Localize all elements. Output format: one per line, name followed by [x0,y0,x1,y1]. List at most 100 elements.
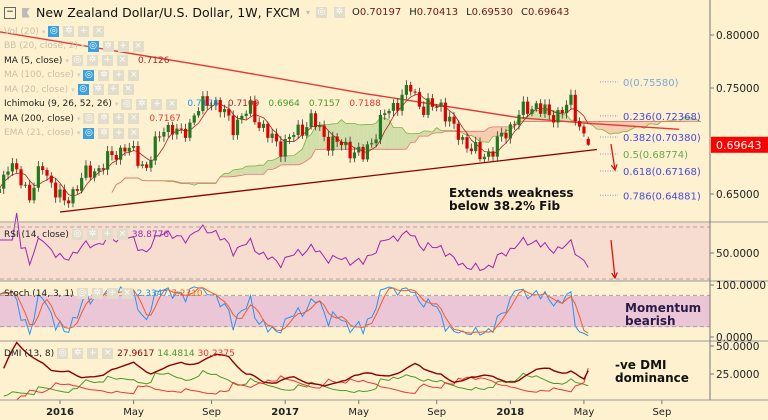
eye-icon[interactable]: ◎ [76,288,88,299]
plus-icon[interactable]: + [107,84,119,95]
close-icon[interactable]: × [166,98,178,110]
gear-icon[interactable]: ✲ [86,229,98,240]
candle-body [279,141,283,157]
symbol-title[interactable]: New Zealand Dollar/U.S. Dollar, 1W, FXCM [36,5,300,20]
plus-icon[interactable]: + [117,40,129,52]
eye-icon[interactable]: ◎ [71,55,83,66]
candle-body [552,115,556,123]
chevron-down-icon[interactable]: ▾ [81,42,85,50]
chevron-down-icon[interactable]: ▾ [65,56,69,65]
gear-icon[interactable]: ✲ [98,113,110,124]
indicator-name[interactable]: Vol (20) [4,26,39,37]
indicator-name[interactable]: Ichimoku (9, 26, 52, 26) [4,99,112,109]
gear-icon[interactable]: ✲ [98,69,110,81]
collapse-icon[interactable]: − [4,6,16,19]
eye-icon[interactable]: ◎ [71,229,83,240]
flag-icon[interactable] [22,7,30,18]
plus-icon[interactable]: + [151,98,163,110]
cloud-segment [250,166,255,175]
candle-body [175,128,179,135]
indicator-name[interactable]: MA (100, close) [4,70,74,80]
close-icon[interactable]: × [116,229,128,240]
dmi-label[interactable]: DMI (13, 8) [4,348,55,359]
indicator-name[interactable]: MA (20, close) [4,84,69,95]
eye-icon[interactable]: ◎ [121,98,133,110]
indicator-name[interactable]: EMA (21, close) [4,128,74,138]
close-icon[interactable]: × [121,288,133,299]
eye-icon[interactable]: ◎ [83,113,95,124]
candle-body [370,143,374,145]
eye-icon[interactable]: ◎ [57,348,69,359]
top-strip [0,0,768,3]
indicator-legend: MA (200, close) ▾ ◎ ✲ + × 0.7167 [4,113,181,124]
plus-icon[interactable]: + [87,348,99,359]
candle-body [352,152,357,159]
indicator-name[interactable]: MA (5, close) [4,55,63,66]
close-icon[interactable]: × [128,127,140,139]
plus-icon[interactable]: + [106,288,118,299]
eye-icon[interactable]: ◎ [87,40,99,52]
gear-icon[interactable]: ✲ [333,7,345,18]
gear-icon[interactable]: ✲ [72,348,84,359]
candle-body [569,94,573,105]
chevron-down-icon[interactable]: ▾ [71,85,75,94]
eye-icon[interactable]: ◎ [48,26,60,37]
candle-body [283,138,287,157]
close-icon[interactable]: × [132,40,144,52]
eye-icon[interactable]: ◎ [83,69,95,81]
candle-body [41,166,45,171]
gear-icon[interactable]: ✲ [102,40,114,52]
gear-icon[interactable]: ✲ [86,55,98,66]
chevron-down-icon[interactable]: ▾ [305,8,310,17]
cloud-segment [276,155,281,168]
candle-body [322,125,326,137]
chevron-down-icon[interactable]: ▾ [41,27,46,36]
candle-body [15,163,19,170]
plus-icon[interactable]: + [101,55,113,66]
close-icon[interactable]: × [93,26,105,37]
close-icon[interactable]: × [122,84,134,95]
indicator-name[interactable]: BB (20, close, 2) [4,41,79,51]
dmi-plus-line [3,369,589,397]
eye-icon[interactable]: ◎ [315,7,327,18]
candle-body [123,147,127,152]
gear-icon[interactable]: ✲ [98,127,110,139]
eye-icon[interactable]: ◎ [83,127,95,139]
chevron-down-icon[interactable]: ▾ [114,100,119,108]
plus-icon[interactable]: + [78,26,90,37]
close-icon[interactable]: × [128,113,140,124]
rsi-label[interactable]: RSI (14, close) [4,229,69,240]
eye-icon[interactable]: ◎ [77,84,89,95]
close-icon[interactable]: × [102,348,114,359]
cloud-segment [618,121,623,134]
price-axis-bg [710,0,768,420]
gear-icon[interactable]: ✲ [91,288,103,299]
gear-icon[interactable]: ✲ [92,84,104,95]
candle-body [456,123,460,140]
plus-icon[interactable]: + [101,229,113,240]
gear-icon[interactable]: ✲ [136,98,148,110]
gear-icon[interactable]: ✲ [63,26,75,37]
chevron-down-icon[interactable]: ▾ [76,71,81,79]
candle-body [465,137,469,149]
cloud-segment [402,127,407,150]
chevron-down-icon[interactable]: ▾ [76,129,81,137]
chevron-down-icon[interactable]: ▾ [76,114,81,123]
plus-icon[interactable]: + [113,127,125,139]
plus-icon[interactable]: + [113,69,125,81]
stoch-label[interactable]: Stoch (14, 3, 1) [4,288,74,299]
candle-body [287,136,292,139]
dmi-plus-value: 14.4814 [157,348,195,359]
candle-body [530,109,534,114]
plus-icon[interactable]: + [113,113,125,124]
cloud-segment [648,121,654,125]
cloud-segment [592,121,597,130]
cloud-segment [692,117,697,122]
open-value: 0.70197 [359,7,402,18]
close-icon[interactable]: × [116,55,128,66]
cloud-segment [410,133,416,143]
close-icon[interactable]: × [128,69,140,81]
fib-level-label: 0.618(0.67168) [623,167,701,178]
indicator-name[interactable]: MA (200, close) [4,113,74,124]
